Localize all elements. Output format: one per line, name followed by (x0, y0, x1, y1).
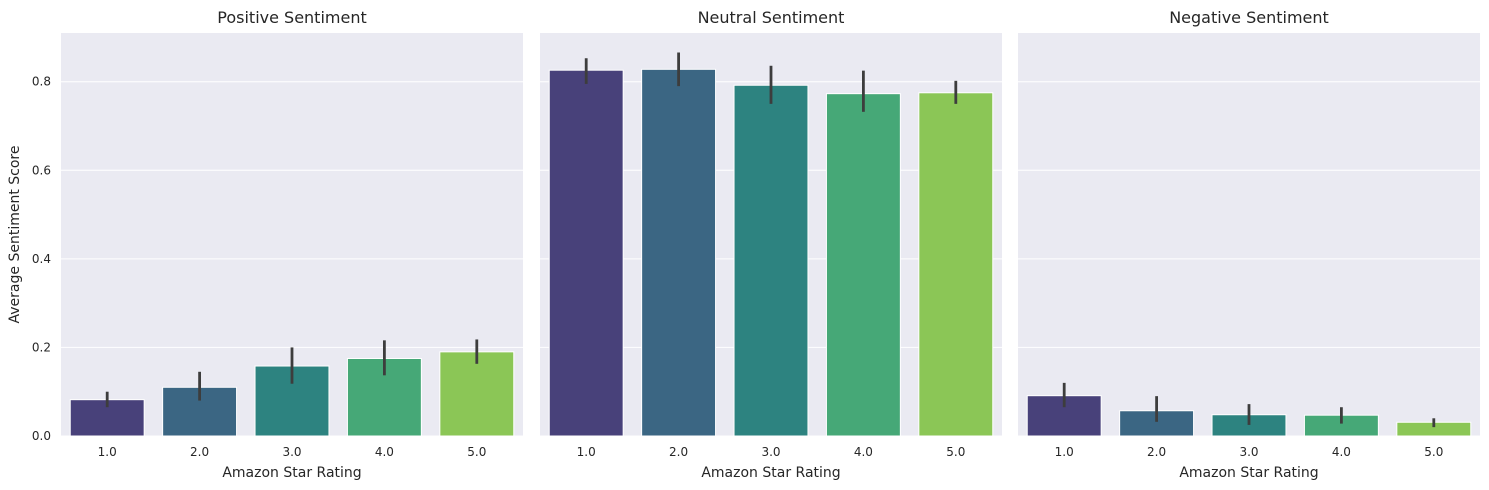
x-tick-label: 1.0 (1055, 445, 1074, 459)
y-tick-label: 0.8 (32, 75, 51, 89)
x-axis-label: Amazon Star Rating (701, 465, 840, 481)
x-axis-label: Amazon Star Rating (1179, 465, 1318, 481)
x-tick-label: 2.0 (669, 445, 688, 459)
x-tick-label: 3.0 (1239, 445, 1258, 459)
panel-title: Positive Sentiment (217, 8, 366, 27)
panel-3: 1.0 2.0 3.0 4.0 5.0 Negative Sentiment Amazon … (1018, 8, 1480, 481)
panel-title: Neutral Sentiment (698, 8, 845, 27)
x-tick-label: 3.0 (282, 445, 301, 459)
x-tick-label: 5.0 (1424, 445, 1443, 459)
panel-title: Negative Sentiment (1169, 8, 1329, 27)
plot-background (1018, 33, 1480, 436)
y-tick-label: 0.0 (32, 429, 51, 443)
x-tick-label: 4.0 (854, 445, 873, 459)
bar-2.0 (641, 68, 717, 437)
bar-5.0 (439, 351, 515, 437)
panel-2: 1.0 2.0 3.0 4.0 5.0 Neutral Sentiment Amazon S… (540, 8, 1002, 481)
x-tick-label: 4.0 (375, 445, 394, 459)
bar-1.0 (548, 69, 624, 437)
bar-4.0 (825, 93, 901, 437)
bar-3.0 (254, 365, 330, 437)
x-axis-label: Amazon Star Rating (222, 465, 361, 481)
y-axis-label: Average Sentiment Score (7, 146, 23, 324)
y-tick-label: 0.4 (32, 252, 51, 266)
x-tick-label: 2.0 (190, 445, 209, 459)
x-tick-label: 5.0 (467, 445, 486, 459)
bar-3.0 (733, 84, 809, 437)
y-tick-label: 0.6 (32, 163, 51, 177)
bar-5.0 (918, 92, 994, 437)
panel-1: 1.0 2.0 3.0 4.0 5.0 Positive Sentiment Amazon … (7, 8, 523, 481)
y-tick-label: 0.2 (32, 340, 51, 354)
x-tick-label: 5.0 (946, 445, 965, 459)
x-tick-label: 2.0 (1147, 445, 1166, 459)
x-tick-label: 4.0 (1332, 445, 1351, 459)
x-tick-label: 3.0 (761, 445, 780, 459)
x-tick-label: 1.0 (98, 445, 117, 459)
x-tick-label: 1.0 (577, 445, 596, 459)
